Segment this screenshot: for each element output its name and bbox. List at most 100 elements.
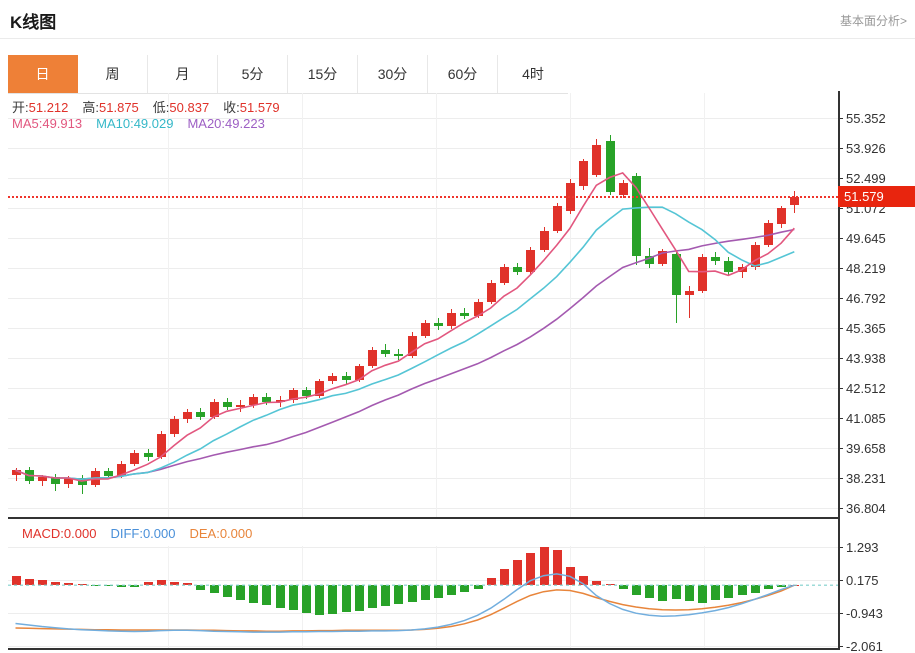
tab-period-4[interactable]: 15分: [288, 55, 358, 93]
ma_info-label: MA10:: [96, 116, 134, 131]
macd-axis-tick: [838, 613, 843, 614]
gridline-h: [8, 298, 838, 299]
macd-hist-bar: [407, 585, 417, 603]
candle: [235, 404, 245, 407]
macd-hist-bar: [143, 582, 153, 586]
macd-hist-bar: [460, 585, 470, 592]
macd-hist-bar: [579, 575, 589, 586]
ma20-line: [15, 228, 795, 481]
fundamental-analysis-link[interactable]: 基本面分析>: [839, 14, 907, 28]
macd-chart-bottom-axis: [8, 648, 838, 650]
macd-axis-tick: [838, 580, 843, 581]
ohlc_info-pair-1: 高:51.875: [82, 97, 138, 116]
candle-wick: [688, 286, 690, 318]
macd_info-value: 0.000: [219, 526, 253, 541]
macd-hist-bar: [169, 581, 179, 586]
candle: [156, 434, 166, 458]
macd-hist-bar: [539, 547, 549, 586]
ma_info-value: 49.029: [133, 116, 174, 131]
macd-chart[interactable]: [8, 546, 838, 649]
ma_info-label: MA5:: [12, 116, 43, 131]
price-axis-tick: [838, 178, 843, 179]
macd-axis-label: 1.293: [846, 540, 879, 555]
price-axis-label: 43.938: [846, 351, 886, 366]
candle: [684, 291, 694, 296]
macd_info-label: DEA:: [189, 526, 220, 541]
tab-period-0[interactable]: 日: [8, 55, 78, 93]
price-axis-tick: [838, 358, 843, 359]
macd-hist-bar: [526, 552, 536, 586]
macd-hist-bar: [209, 585, 219, 594]
tab-period-2[interactable]: 月: [148, 55, 218, 93]
tab-period-3[interactable]: 5分: [218, 55, 288, 93]
gridline-v: [570, 93, 571, 518]
tab-period-6[interactable]: 60分: [428, 55, 498, 93]
candle: [196, 412, 206, 417]
macd-hist-bar: [618, 585, 628, 590]
candle: [367, 350, 377, 366]
candle: [711, 257, 721, 262]
candle: [183, 412, 193, 420]
tab-period-5[interactable]: 30分: [358, 55, 428, 93]
price-axis-label: 55.352: [846, 111, 886, 126]
gridline-h: [8, 118, 838, 119]
price-axis-line: [838, 91, 840, 650]
gridline-h: [8, 208, 838, 209]
ohlc_info-label: 低:: [152, 100, 170, 115]
price-axis-tick: [838, 448, 843, 449]
macd_info-label: DIFF:: [110, 526, 143, 541]
macd-hist-bar: [37, 580, 47, 586]
macd-hist-bar: [183, 583, 193, 586]
gridline-v: [436, 93, 437, 518]
last-price-badge: 51.579: [838, 186, 915, 208]
gridline-h: [8, 448, 838, 449]
candle: [671, 253, 681, 296]
macd-hist-bar: [447, 585, 457, 595]
macd-hist-bar: [64, 583, 74, 586]
price-axis-label: 45.365: [846, 321, 886, 336]
price-axis-tick: [838, 388, 843, 389]
candle: [64, 478, 74, 484]
macd-hist-bar: [130, 585, 140, 588]
macd-hist-bar: [235, 585, 245, 600]
ma_info-pair-1: MA10:49.029: [96, 116, 173, 131]
candle: [618, 183, 628, 196]
candle: [763, 223, 773, 245]
candle: [394, 353, 404, 356]
macd-hist-bar: [341, 585, 351, 613]
candle: [460, 312, 470, 316]
macd-hist-bar: [315, 585, 325, 616]
candle: [117, 463, 127, 477]
macd-hist-bar: [763, 585, 773, 590]
tab-period-1[interactable]: 周: [78, 55, 148, 93]
page-title: K线图: [10, 13, 57, 32]
candle: [579, 161, 589, 187]
gridline-h: [8, 268, 838, 269]
candle: [381, 350, 391, 354]
macd-axis-label: 0.175: [846, 573, 879, 588]
price-axis-label: 42.512: [846, 381, 886, 396]
macd-hist-bar: [750, 585, 760, 593]
macd-lines-layer: [8, 584, 838, 586]
candle: [130, 452, 140, 464]
gridline-h: [8, 547, 838, 548]
tab-period-7[interactable]: 4时: [498, 55, 568, 93]
candlestick-chart[interactable]: [8, 93, 838, 518]
macd-hist-bar: [420, 585, 430, 600]
macd-hist-bar: [394, 585, 404, 605]
candle: [724, 261, 734, 273]
candle: [592, 145, 602, 175]
candle: [526, 250, 536, 272]
candle: [645, 256, 655, 265]
price-axis-tick: [838, 118, 843, 119]
macd_info-label: MACD:: [22, 526, 64, 541]
candle: [341, 376, 351, 380]
ohlc-info-row: 开:51.212 高:51.875 低:50.837 收:51.579: [12, 97, 294, 116]
macd-hist-bar: [658, 585, 668, 601]
macd-axis-tick: [838, 547, 843, 548]
candle: [209, 401, 219, 417]
macd-hist-bar: [288, 585, 298, 611]
candle: [328, 376, 338, 381]
candle-wick: [41, 475, 43, 486]
